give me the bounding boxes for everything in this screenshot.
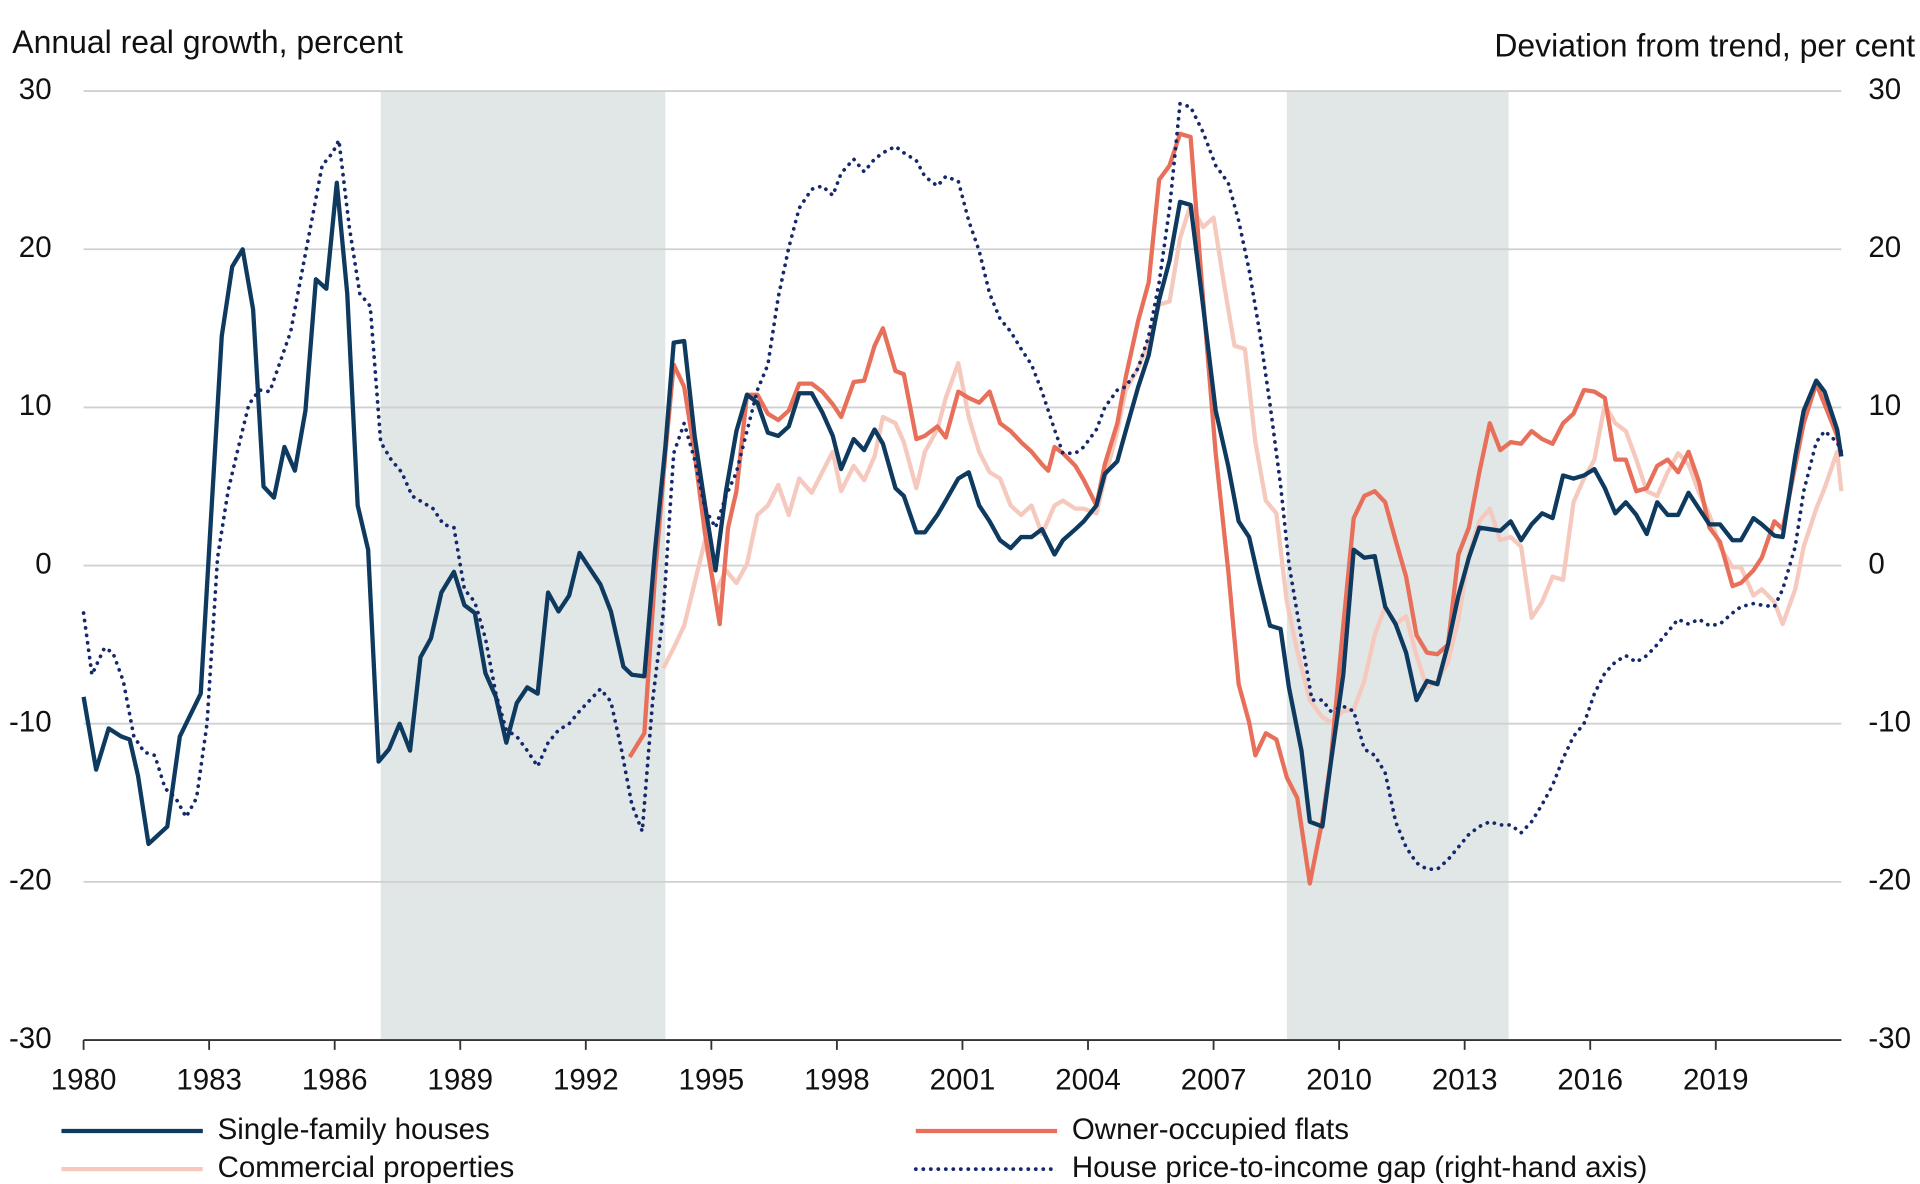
legend-label: Commercial properties — [218, 1151, 515, 1184]
x-tick-label: 2019 — [1683, 1064, 1749, 1097]
legend-label: House price-to-income gap (right-hand ax… — [1072, 1151, 1648, 1184]
y-tick-label: -30 — [9, 1022, 52, 1055]
y2-tick-label: -20 — [1868, 864, 1911, 897]
x-tick-label: 1989 — [427, 1064, 493, 1097]
y2-tick-label: -10 — [1868, 706, 1911, 739]
x-tick-label: 1998 — [804, 1064, 870, 1097]
x-tick-label: 1992 — [553, 1064, 619, 1097]
x-tick-label: 2010 — [1306, 1064, 1372, 1097]
series-line — [661, 202, 1844, 725]
legend-label: Owner-occupied flats — [1072, 1113, 1349, 1146]
y2-tick-label: 30 — [1868, 73, 1901, 106]
x-tick-label: 1986 — [302, 1064, 368, 1097]
x-tick-label: 2001 — [930, 1064, 996, 1097]
y-tick-label: 0 — [35, 547, 51, 580]
x-tick-label: 2004 — [1055, 1064, 1121, 1097]
x-tick-label: 1980 — [51, 1064, 117, 1097]
legend-label: Single-family houses — [218, 1113, 490, 1146]
series-line — [81, 101, 1844, 872]
x-tick-label: 1983 — [176, 1064, 242, 1097]
y-tick-label: 20 — [19, 231, 52, 264]
y-tick-label: -20 — [9, 864, 52, 897]
y2-axis-title: Deviation from trend, per cent — [1494, 28, 1915, 64]
series-line — [81, 180, 1844, 847]
y2-tick-label: 0 — [1868, 547, 1884, 580]
y2-tick-label: 20 — [1868, 231, 1901, 264]
y-tick-label: -10 — [9, 706, 52, 739]
y-tick-label: 30 — [19, 73, 52, 106]
y2-tick-label: -30 — [1868, 1022, 1911, 1055]
x-tick-label: 2007 — [1181, 1064, 1247, 1097]
x-tick-label: 1995 — [679, 1064, 745, 1097]
x-tick-label: 2016 — [1557, 1064, 1623, 1097]
x-tick-label: 2013 — [1432, 1064, 1498, 1097]
y-axis-title: Annual real growth, percent — [12, 24, 403, 60]
series-line — [627, 131, 1844, 886]
y-tick-label: 10 — [19, 389, 52, 422]
y2-tick-label: 10 — [1868, 389, 1901, 422]
